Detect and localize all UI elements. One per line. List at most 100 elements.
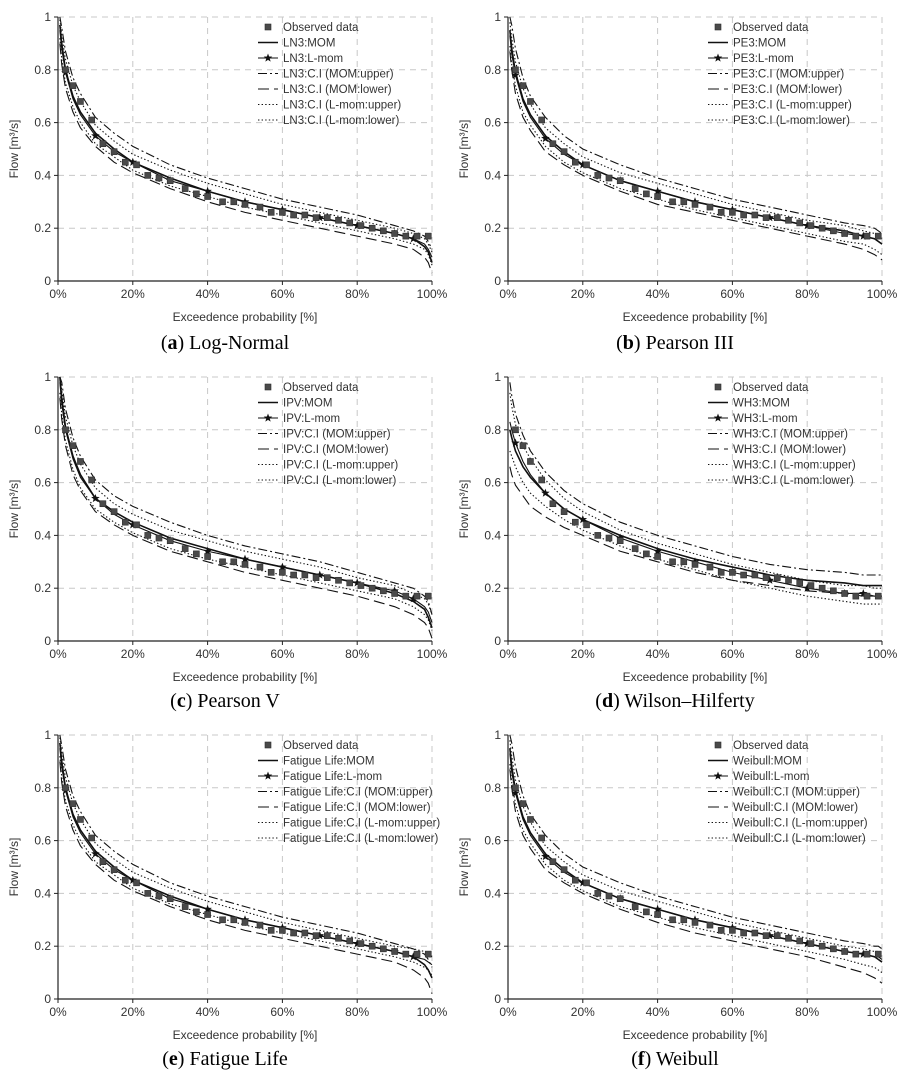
observed-point — [519, 82, 527, 89]
y-tick-label: 0 — [494, 274, 501, 288]
y-tick-label: 0.6 — [484, 476, 501, 490]
observed-point — [380, 587, 387, 595]
y-tick-label: 0.8 — [484, 781, 501, 795]
y-tick-label: 0.8 — [34, 63, 51, 77]
chart-panel-wilson-hilferty: 0% 20% 40% 60% 80% 100% 0 0.2 0.4 0.6 0.8 1 Exceeden… — [450, 360, 900, 720]
observed-point — [219, 198, 226, 206]
legend-label: Observed data — [283, 22, 359, 34]
x-axis-label: Exceedence probability [%] — [623, 1028, 768, 1042]
observed-point — [643, 550, 650, 558]
x-tick-label: 40% — [196, 647, 220, 661]
observed-point — [62, 426, 69, 434]
observed-point — [691, 201, 699, 208]
star-marker — [511, 438, 520, 447]
observed-point — [424, 950, 432, 958]
series-line-3 — [509, 51, 883, 261]
x-tick-label: 0% — [49, 647, 67, 661]
observed-point — [312, 932, 320, 939]
observed-point — [807, 582, 815, 589]
star-marker — [802, 221, 812, 230]
observed-point — [144, 890, 152, 897]
star-marker — [578, 878, 588, 887]
observed-point — [680, 198, 688, 206]
observed-point — [594, 172, 602, 179]
x-tick-label: 0% — [499, 1005, 517, 1019]
star-marker — [91, 131, 100, 140]
observed-point — [549, 858, 557, 866]
x-tick-label: 0% — [49, 1005, 67, 1019]
observed-point — [346, 579, 354, 587]
observed-point — [335, 216, 342, 224]
observed-point — [110, 508, 118, 515]
x-tick-label: 100% — [417, 287, 448, 301]
series-line-3 — [509, 466, 882, 597]
y-tick-label: 1 — [44, 728, 51, 742]
star-marker — [128, 520, 138, 529]
observed-point — [133, 161, 140, 169]
observed-point — [290, 571, 297, 579]
legend-label: Weibull:L-mom — [733, 771, 809, 783]
x-tick-label: 60% — [270, 647, 294, 661]
legend-label: WH3:C.I (MOM:lower) — [733, 444, 846, 456]
observed-point — [204, 193, 211, 200]
x-tick-label: 60% — [270, 1005, 294, 1019]
legend-label: LN3:L-mom — [283, 53, 343, 65]
star-marker — [128, 875, 138, 884]
observed-point — [219, 916, 226, 924]
observed-point — [391, 230, 398, 237]
observed-point — [133, 879, 140, 887]
observed-point — [335, 934, 342, 942]
observed-point — [751, 571, 759, 579]
legend-label: Weibull:C.I (MOM:upper) — [733, 787, 860, 799]
x-tick-label: 100% — [867, 647, 898, 661]
observed-point — [181, 545, 189, 552]
observed-point — [560, 866, 568, 873]
observed-point — [155, 892, 163, 900]
observed-point — [155, 174, 163, 182]
star-marker — [765, 213, 775, 222]
y-tick-label: 0.8 — [484, 423, 501, 437]
observed-point — [133, 521, 140, 529]
y-tick-label: 0 — [494, 992, 501, 1006]
observed-point — [616, 895, 624, 902]
observed-point — [691, 919, 699, 926]
observed-point — [691, 561, 699, 568]
x-tick-label: 80% — [345, 1005, 369, 1019]
star-marker — [409, 234, 418, 243]
observed-point — [740, 571, 747, 579]
legend-label: Observed data — [283, 382, 359, 394]
y-tick-label: 0.2 — [34, 581, 51, 595]
observed-point — [346, 219, 354, 227]
observed-point — [279, 569, 286, 576]
legend-label: IPV:C.I (L-mom:upper) — [283, 460, 398, 472]
y-tick-label: 0.6 — [484, 834, 501, 848]
caption-fatigue-life: (e) Fatigue Life — [162, 1048, 288, 1070]
observed-point — [267, 209, 275, 216]
legend-label: Fatigue Life:L-mom — [283, 771, 382, 783]
y-axis-label: Flow [m³/s] — [457, 480, 471, 539]
observed-point — [166, 177, 174, 184]
y-tick-label: 0.4 — [34, 168, 51, 182]
observed-point — [512, 784, 519, 792]
star-marker — [859, 588, 868, 598]
legend-label: WH3:C.I (MOM:upper) — [733, 429, 848, 441]
legend-label: LN3:C.I (MOM:lower) — [283, 84, 392, 96]
observed-point — [512, 66, 519, 74]
y-tick-label: 0.6 — [34, 116, 51, 130]
observed-point — [402, 950, 410, 958]
y-axis-label: Flow [m³/s] — [7, 838, 21, 897]
y-tick-label: 0.8 — [484, 63, 501, 77]
series-line-4 — [59, 376, 433, 615]
chart-wilson-hilferty: 0% 20% 40% 60% 80% 100% 0 0.2 0.4 0.6 0.8 1 Exceeden… — [457, 370, 898, 684]
x-tick-label: 20% — [571, 647, 595, 661]
observed-point — [740, 211, 747, 219]
series-line-1 — [59, 30, 433, 258]
observed-point — [863, 592, 871, 600]
y-tick-label: 0.6 — [484, 116, 501, 130]
observed-point — [527, 816, 534, 823]
observed-point — [874, 592, 882, 600]
observed-point — [852, 592, 860, 600]
observed-point — [654, 911, 661, 918]
legend-marker-observed — [714, 23, 722, 31]
series-line-2 — [509, 734, 883, 950]
